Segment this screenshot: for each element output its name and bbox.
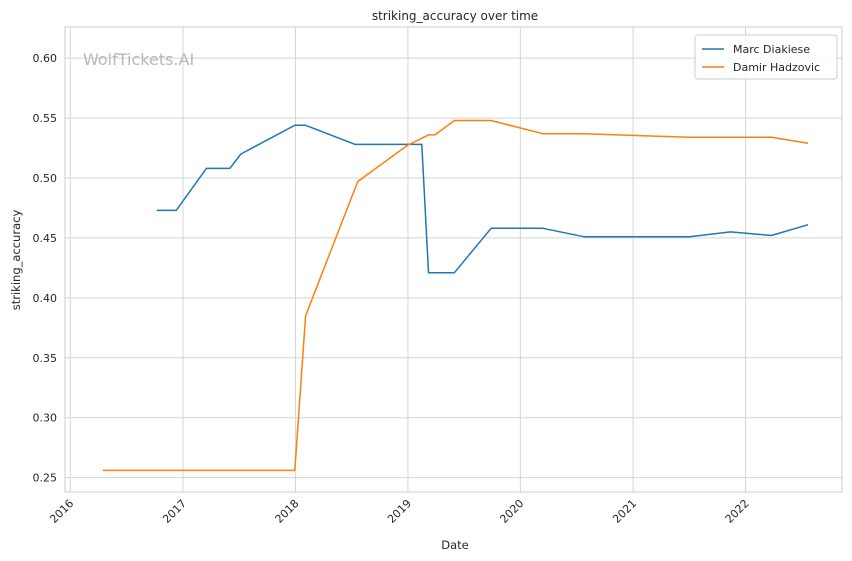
y-tick-label: 0.55 [33,112,58,125]
series-line-1 [102,119,809,472]
x-axis-label: Date [441,538,469,552]
legend-label-0: Marc Diakiese [733,43,810,56]
watermark: WolfTickets.AI [83,50,194,69]
chart-title: striking_accuracy over time [372,9,538,23]
y-tick-label: 0.25 [33,472,58,485]
y-tick-label: 0.45 [33,232,58,245]
legend: Marc Diakiese Damir Hadzovic [694,34,838,80]
grid [65,27,842,492]
y-axis-label: striking_accuracy [9,210,23,311]
y-tick-label: 0.40 [33,292,58,305]
y-tick-label: 0.30 [33,412,58,425]
legend-label-1: Damir Hadzovic [733,61,820,74]
series-line-0 [156,124,809,274]
series-group [102,119,809,472]
y-tick-label: 0.35 [33,352,58,365]
y-tick-label: 0.50 [33,172,58,185]
plot-frame [64,26,843,493]
legend-box [694,34,838,80]
y-tick-label: 0.60 [33,52,58,65]
